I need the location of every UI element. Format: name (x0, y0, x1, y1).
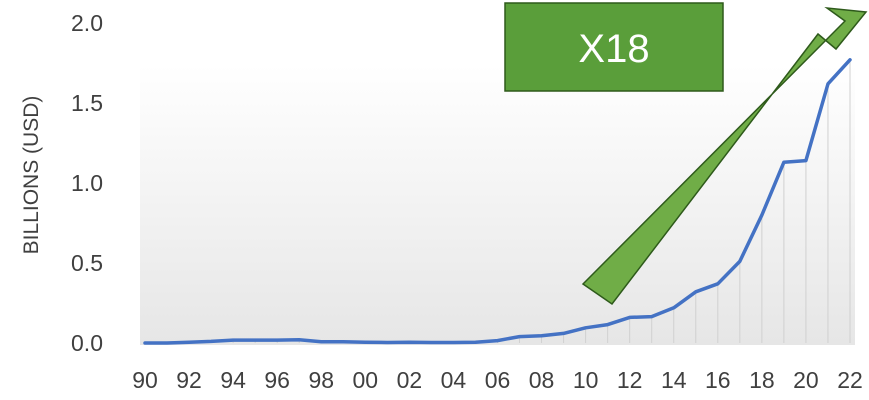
x-tick-label: 06 (485, 367, 511, 393)
y-axis-title: BILLIONS (USD) (20, 96, 43, 255)
x-tick-label: 12 (617, 367, 643, 393)
x-tick-label: 90 (132, 367, 158, 393)
x-tick-label: 18 (749, 367, 775, 393)
x-tick-label: 08 (529, 367, 555, 393)
y-axis-ticks: 0.0 0.5 1.0 1.5 2.0 (71, 10, 103, 356)
y-tick-label: 0.0 (71, 330, 103, 356)
x-tick-label: 96 (264, 367, 290, 393)
drop-lines (188, 59, 851, 343)
x-tick-label: 10 (573, 367, 599, 393)
growth-badge-label: X18 (578, 27, 649, 71)
x-axis-ticks: 90 92 94 96 98 00 02 04 06 08 10 12 14 16 18 20 22 (132, 367, 863, 393)
x-tick-label: 16 (705, 367, 731, 393)
growth-badge: X18 (504, 2, 724, 92)
growth-badge-box (504, 2, 724, 92)
growth-arrow (581, 6, 868, 306)
x-tick-label: 94 (220, 367, 246, 393)
series-line (143, 58, 852, 345)
y-tick-label: 1.0 (71, 170, 103, 196)
x-tick-label: 00 (353, 367, 379, 393)
x-tick-label: 20 (793, 367, 819, 393)
x-tick-label: 98 (308, 367, 334, 393)
y-tick-label: 1.5 (71, 90, 103, 116)
x-tick-label: 92 (176, 367, 202, 393)
plot-background (140, 65, 855, 345)
y-tick-label: 2.0 (71, 10, 103, 36)
y-tick-label: 0.5 (71, 250, 103, 276)
x-tick-label: 02 (397, 367, 423, 393)
x-tick-label: 04 (441, 367, 467, 393)
x-tick-label: 14 (661, 367, 687, 393)
x-tick-label: 22 (837, 367, 863, 393)
